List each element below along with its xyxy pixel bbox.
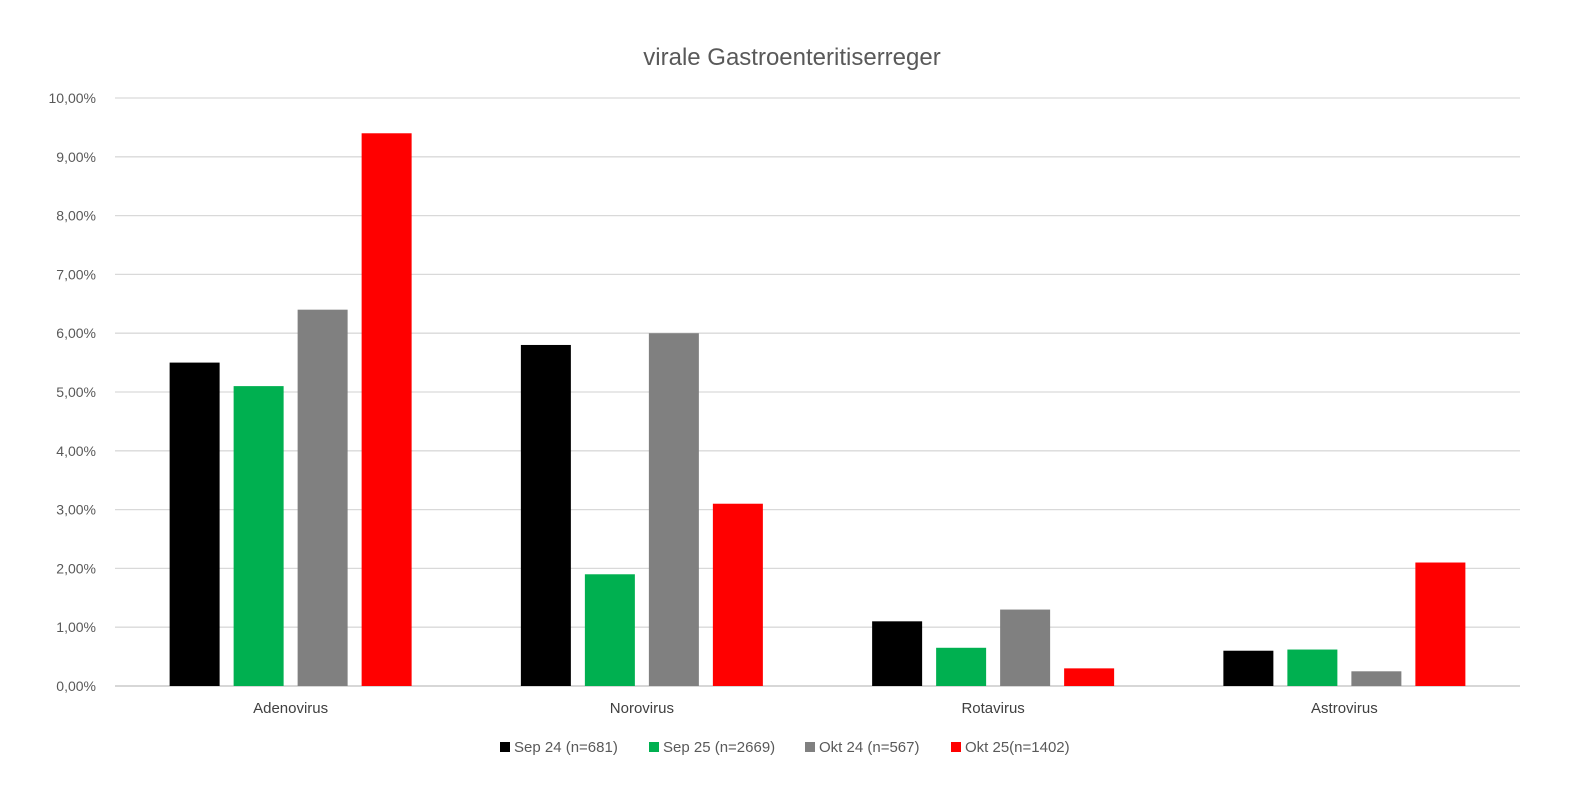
y-tick-label: 9,00% bbox=[56, 149, 96, 165]
bar bbox=[648, 333, 699, 686]
bar bbox=[872, 621, 923, 686]
bars bbox=[169, 133, 1466, 686]
y-tick-label: 0,00% bbox=[56, 678, 96, 694]
gridlines bbox=[115, 97, 1520, 687]
x-tick-label: Norovirus bbox=[610, 700, 674, 717]
bar bbox=[1064, 668, 1115, 686]
legend-entry: Okt 25(n=1402) bbox=[965, 739, 1070, 756]
y-tick-label: 1,00% bbox=[56, 619, 96, 635]
bar bbox=[233, 386, 284, 686]
bar bbox=[297, 309, 348, 686]
legend-swatch bbox=[500, 742, 510, 752]
bar bbox=[361, 133, 412, 686]
legend-entry: Okt 24 (n=567) bbox=[819, 739, 919, 756]
y-tick-label: 5,00% bbox=[56, 384, 96, 400]
legend-swatch bbox=[649, 742, 659, 752]
y-tick-label: 6,00% bbox=[56, 325, 96, 341]
legend-swatch bbox=[951, 742, 961, 752]
y-tick-label: 4,00% bbox=[56, 443, 96, 459]
legend-swatch bbox=[805, 742, 815, 752]
x-tick-label: Adenovirus bbox=[253, 700, 328, 717]
x-tick-label: Astrovirus bbox=[1311, 700, 1378, 717]
bar bbox=[1000, 609, 1051, 686]
bar bbox=[1223, 650, 1274, 686]
bar bbox=[1351, 671, 1402, 686]
bar bbox=[520, 344, 571, 686]
y-tick-label: 3,00% bbox=[56, 502, 96, 518]
legend-entry: Sep 25 (n=2669) bbox=[663, 739, 775, 756]
y-tick-label: 7,00% bbox=[56, 266, 96, 282]
y-tick-label: 2,00% bbox=[56, 560, 96, 576]
legend: Sep 24 (n=681) Sep 25 (n=2669) Okt 24 (n=5… bbox=[500, 739, 1070, 756]
legend-entry: Sep 24 (n=681) bbox=[514, 739, 618, 756]
y-axis-ticks: 0,00% 1,00% 2,00% 3,00% 4,00% 5,00% 6,00% 7,00%… bbox=[49, 90, 96, 694]
bar bbox=[1415, 562, 1466, 686]
bar bbox=[1287, 649, 1338, 686]
bar bbox=[169, 362, 220, 686]
x-tick-label: Rotavirus bbox=[961, 700, 1024, 717]
y-tick-label: 10,00% bbox=[49, 90, 96, 106]
y-tick-label: 8,00% bbox=[56, 208, 96, 224]
x-axis-ticks: Adenovirus Norovirus Rotavirus Astrovirus bbox=[253, 700, 1378, 717]
bar bbox=[936, 647, 987, 686]
chart-title: virale Gastroenteritiserreger bbox=[643, 44, 940, 71]
bar bbox=[712, 503, 763, 686]
bar bbox=[584, 574, 635, 686]
